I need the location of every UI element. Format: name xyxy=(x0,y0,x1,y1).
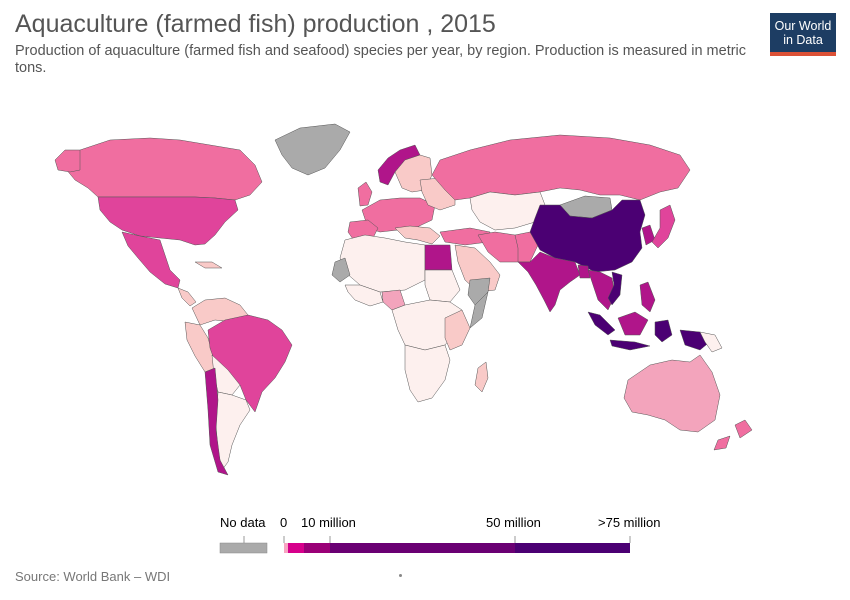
region-mexico[interactable] xyxy=(121,231,181,289)
region-chile[interactable] xyxy=(204,367,229,476)
legend-bin-2[interactable] xyxy=(288,543,304,553)
region-indonesia-borneo[interactable] xyxy=(617,311,649,336)
owid-logo[interactable]: Our World in Data xyxy=(770,13,836,56)
region-uk[interactable] xyxy=(357,181,373,207)
region-japan[interactable] xyxy=(651,204,676,249)
logo-line-2: in Data xyxy=(783,32,823,47)
region-png[interactable] xyxy=(699,331,723,353)
logo-line-1: Our World xyxy=(774,18,832,33)
chart-subtitle: Production of aquaculture (farmed fish a… xyxy=(15,43,747,76)
legend-bin-1[interactable] xyxy=(284,543,288,553)
region-china[interactable] xyxy=(529,199,646,273)
region-north-africa[interactable] xyxy=(339,234,426,293)
region-australia[interactable] xyxy=(623,354,721,433)
region-indonesia-java[interactable] xyxy=(609,339,651,351)
region-russia[interactable] xyxy=(431,134,691,201)
region-vietnam[interactable] xyxy=(607,271,623,306)
world-map[interactable] xyxy=(0,110,850,500)
region-greenland[interactable] xyxy=(274,123,351,176)
region-east-africa[interactable] xyxy=(444,309,471,351)
region-india[interactable] xyxy=(517,251,581,313)
region-southeast-asia[interactable] xyxy=(587,269,616,311)
legend-tick-0: 0 xyxy=(280,515,288,530)
region-alaska[interactable] xyxy=(54,149,81,173)
region-bangladesh[interactable] xyxy=(577,264,591,279)
legend-no-data-swatch[interactable] xyxy=(219,542,268,554)
region-western-sahara[interactable] xyxy=(331,257,351,283)
region-west-africa[interactable] xyxy=(344,284,384,307)
region-sudan[interactable] xyxy=(424,269,461,303)
chart-title: Aquaculture (farmed fish) production , 2… xyxy=(15,10,496,38)
legend-scale xyxy=(219,536,631,554)
decorative-dot xyxy=(399,574,402,577)
legend: No data 0 10 million 50 million >75 mill… xyxy=(0,510,850,560)
region-canada[interactable] xyxy=(64,137,263,201)
region-usa[interactable] xyxy=(97,196,239,246)
legend-bin-3[interactable] xyxy=(304,543,330,553)
legend-bin-5[interactable] xyxy=(515,543,630,553)
region-philippines[interactable] xyxy=(639,281,656,313)
region-cuba[interactable] xyxy=(194,261,223,269)
region-argentina[interactable] xyxy=(215,391,251,471)
region-egypt[interactable] xyxy=(424,244,453,271)
region-somalia[interactable] xyxy=(469,291,489,329)
region-indonesia-east[interactable] xyxy=(654,319,673,343)
region-indonesia-sumatra[interactable] xyxy=(587,311,616,336)
region-madagascar[interactable] xyxy=(474,361,489,393)
legend-tick-3: >75 million xyxy=(598,515,661,530)
legend-no-data-label: No data xyxy=(220,515,266,530)
source-note: Source: World Bank – WDI xyxy=(15,569,171,584)
legend-tick-2: 50 million xyxy=(486,515,541,530)
region-central-america[interactable] xyxy=(177,287,197,307)
region-new-zealand[interactable] xyxy=(713,419,753,451)
legend-tick-1: 10 million xyxy=(301,515,356,530)
legend-bin-4[interactable] xyxy=(330,543,515,553)
region-italy-balkans[interactable] xyxy=(394,225,441,245)
region-southern-africa[interactable] xyxy=(404,344,451,403)
